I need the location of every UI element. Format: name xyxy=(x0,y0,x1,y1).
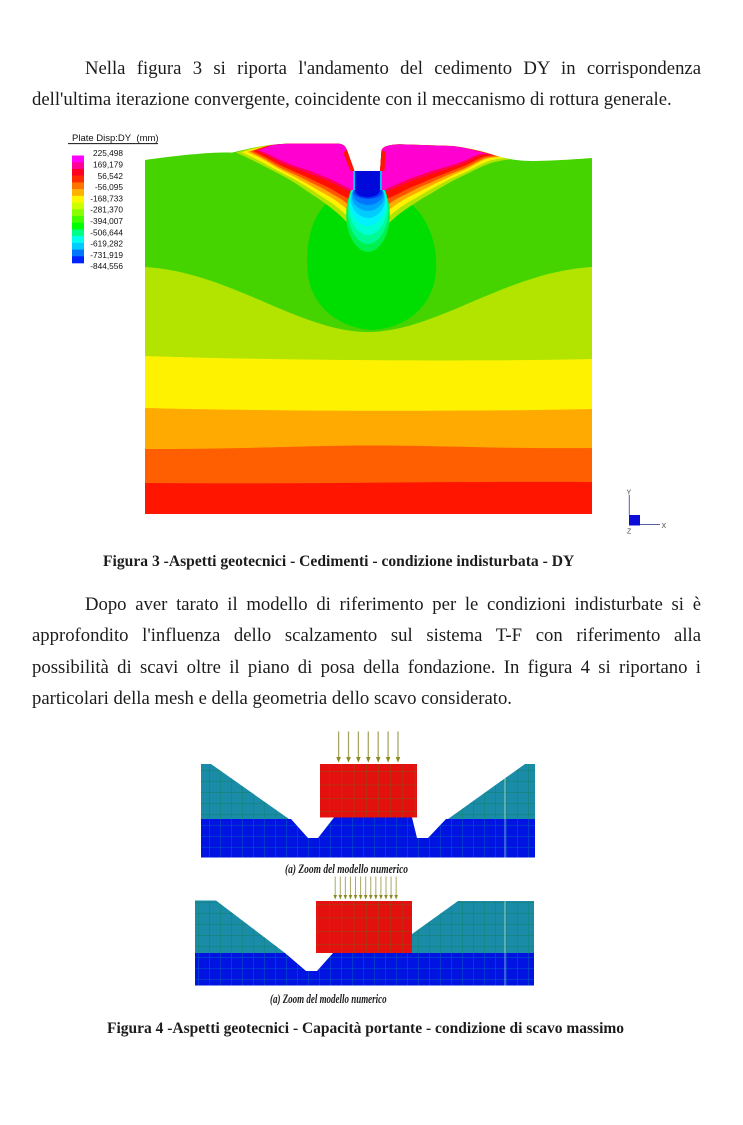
svg-text:Plate Disp:DY (mm): Plate Disp:DY (mm) xyxy=(72,133,159,144)
svg-text:225,498: 225,498 xyxy=(93,148,123,158)
svg-text:-56,095: -56,095 xyxy=(95,182,124,192)
svg-text:-619,282: -619,282 xyxy=(90,239,123,249)
svg-text:-506,644: -506,644 xyxy=(90,227,123,237)
svg-text:56,542: 56,542 xyxy=(98,171,124,181)
svg-text:Y: Y xyxy=(627,490,632,497)
svg-text:-731,919: -731,919 xyxy=(90,250,123,260)
svg-text:-394,007: -394,007 xyxy=(90,216,123,226)
svg-text:Z: Z xyxy=(627,529,632,536)
svg-text:169,179: 169,179 xyxy=(93,160,123,170)
svg-text:-281,370: -281,370 xyxy=(90,205,123,215)
svg-text:-844,556: -844,556 xyxy=(90,261,123,271)
svg-text:X: X xyxy=(662,523,667,530)
svg-text:-168,733: -168,733 xyxy=(90,193,123,203)
